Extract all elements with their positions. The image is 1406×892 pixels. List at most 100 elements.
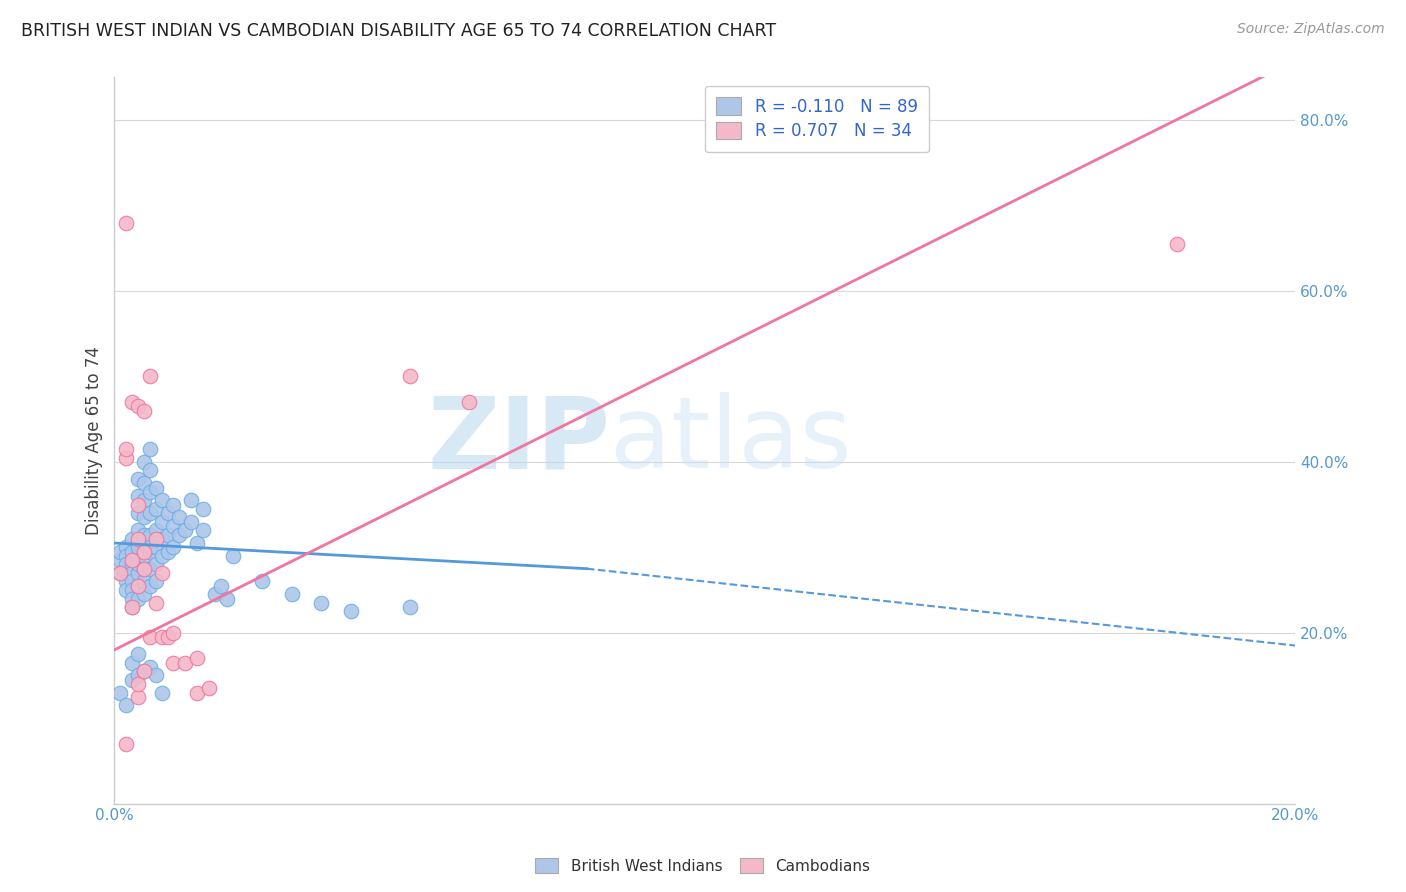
Point	[145, 501, 167, 516]
Point	[169, 527, 191, 541]
Point	[127, 506, 149, 520]
Point	[139, 579, 162, 593]
Point	[115, 558, 138, 572]
Point	[121, 600, 143, 615]
Point	[132, 476, 155, 491]
Point	[121, 656, 143, 670]
Point	[215, 591, 238, 606]
Point	[121, 582, 143, 597]
Point	[121, 553, 143, 567]
Point	[186, 685, 208, 699]
Point	[457, 395, 479, 409]
Point	[132, 493, 155, 508]
Point	[127, 668, 149, 682]
Point	[110, 566, 132, 580]
Point	[145, 541, 167, 555]
Point	[127, 541, 149, 555]
Point	[127, 498, 149, 512]
Point	[127, 532, 149, 546]
Point	[110, 544, 132, 558]
Text: ZIP: ZIP	[427, 392, 610, 489]
Point	[174, 523, 197, 537]
Point	[139, 484, 162, 499]
Point	[204, 587, 226, 601]
Point	[132, 664, 155, 678]
Point	[191, 523, 214, 537]
Point	[1166, 237, 1188, 252]
Point	[127, 579, 149, 593]
Point	[156, 527, 179, 541]
Point	[127, 472, 149, 486]
Point	[162, 498, 184, 512]
Point	[339, 604, 361, 618]
Text: Source: ZipAtlas.com: Source: ZipAtlas.com	[1237, 22, 1385, 37]
Point	[145, 596, 167, 610]
Point	[127, 579, 149, 593]
Point	[180, 515, 202, 529]
Point	[127, 400, 149, 414]
Point	[115, 698, 138, 713]
Text: atlas: atlas	[610, 392, 852, 489]
Point	[132, 544, 155, 558]
Point	[156, 506, 179, 520]
Point	[132, 574, 155, 589]
Point	[132, 455, 155, 469]
Point	[145, 523, 167, 537]
Point	[121, 395, 143, 409]
Point	[250, 574, 273, 589]
Point	[115, 450, 138, 465]
Point	[186, 651, 208, 665]
Point	[127, 566, 149, 580]
Point	[121, 532, 143, 546]
Point	[150, 493, 173, 508]
Point	[398, 369, 420, 384]
Point	[145, 481, 167, 495]
Point	[121, 591, 143, 606]
Point	[145, 574, 167, 589]
Point	[180, 493, 202, 508]
Point	[139, 541, 162, 555]
Point	[139, 527, 162, 541]
Point	[115, 737, 138, 751]
Point	[132, 510, 155, 524]
Point	[127, 591, 149, 606]
Point	[145, 668, 167, 682]
Point	[156, 630, 179, 644]
Point	[127, 536, 149, 550]
Point	[280, 587, 302, 601]
Point	[132, 587, 155, 601]
Point	[139, 463, 162, 477]
Point	[127, 647, 149, 661]
Point	[169, 510, 191, 524]
Point	[127, 558, 149, 572]
Point	[132, 664, 155, 678]
Point	[115, 582, 138, 597]
Point	[174, 656, 197, 670]
Point	[115, 442, 138, 456]
Point	[309, 596, 332, 610]
Point	[132, 549, 155, 563]
Point	[150, 685, 173, 699]
Point	[186, 536, 208, 550]
Point	[115, 549, 138, 563]
Point	[132, 527, 155, 541]
Legend: British West Indians, Cambodians: British West Indians, Cambodians	[529, 852, 877, 880]
Point	[150, 532, 173, 546]
Point	[110, 685, 132, 699]
Point	[139, 369, 162, 384]
Point	[132, 562, 155, 576]
Point	[209, 579, 232, 593]
Point	[121, 566, 143, 580]
Point	[162, 625, 184, 640]
Point	[139, 544, 162, 558]
Point	[145, 558, 167, 572]
Y-axis label: Disability Age 65 to 74: Disability Age 65 to 74	[86, 346, 103, 535]
Point	[110, 553, 132, 567]
Point	[132, 562, 155, 576]
Point	[139, 562, 162, 576]
Point	[127, 523, 149, 537]
Point	[156, 544, 179, 558]
Point	[121, 673, 143, 687]
Point	[115, 216, 138, 230]
Point	[132, 544, 155, 558]
